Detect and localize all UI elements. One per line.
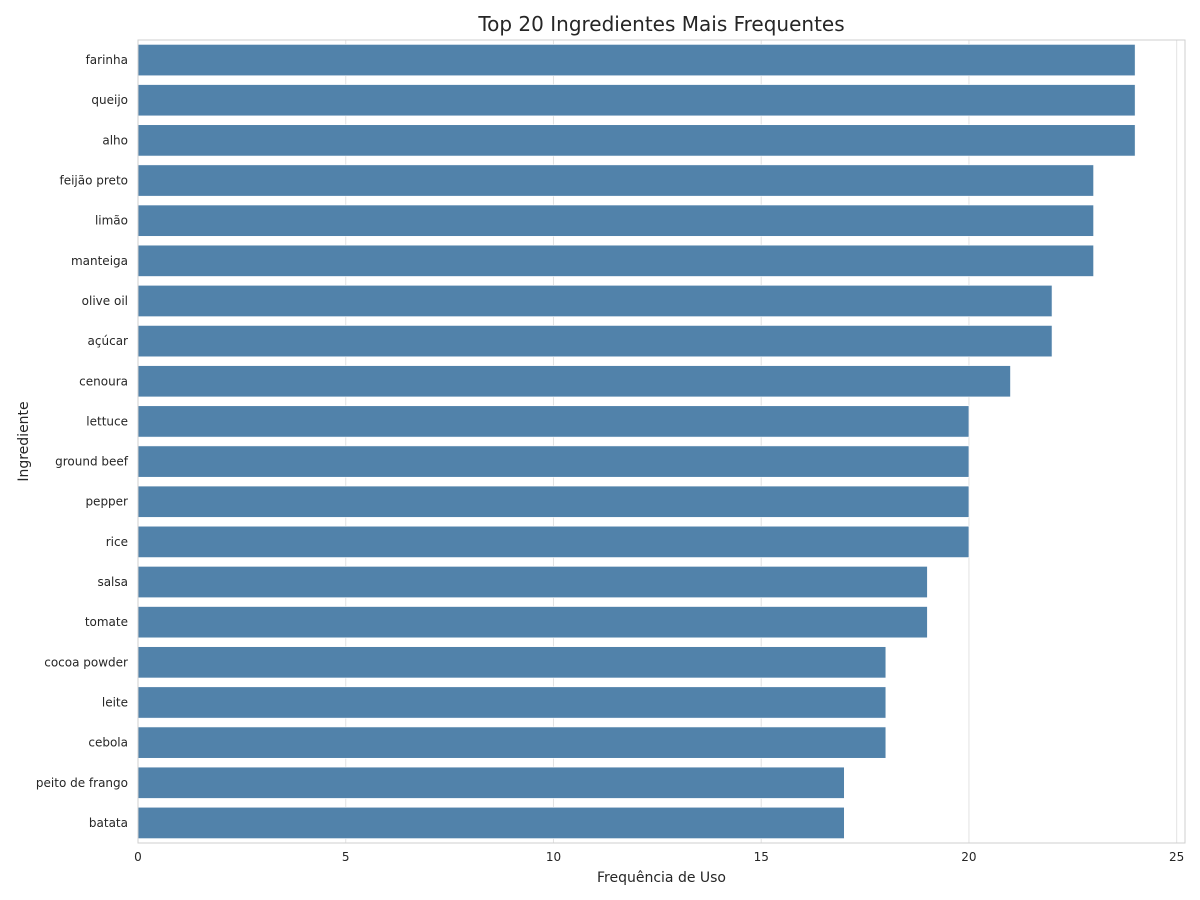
y-axis-categories: farinha queijo alho feijão preto limão mantei… <box>36 53 129 830</box>
bar <box>137 244 1094 277</box>
x-tick-label: 10 <box>546 850 561 864</box>
y-category-label: feijão preto <box>59 174 128 188</box>
bar <box>137 646 887 679</box>
x-axis-ticks: 0 5 10 15 20 25 <box>134 850 1184 864</box>
y-category-label: tomate <box>85 615 128 629</box>
x-tick-label: 5 <box>342 850 350 864</box>
y-category-label: alho <box>102 133 128 147</box>
bar <box>137 686 887 719</box>
y-category-label: batata <box>89 816 128 830</box>
bar <box>137 365 1011 398</box>
x-tick-label: 15 <box>754 850 769 864</box>
y-category-label: salsa <box>97 575 128 589</box>
y-category-label: lettuce <box>86 414 128 428</box>
y-category-label: limão <box>95 214 128 228</box>
bar <box>137 566 928 598</box>
bar <box>137 124 1136 157</box>
y-category-label: cenoura <box>79 374 128 388</box>
bar <box>137 445 970 478</box>
bars-layer <box>137 44 1136 839</box>
bar <box>137 164 1094 197</box>
bar <box>137 204 1094 237</box>
bar <box>137 525 970 558</box>
y-category-label: açúcar <box>88 334 129 348</box>
y-axis-label: Ingrediente <box>16 401 32 481</box>
y-category-label: cocoa powder <box>44 655 128 669</box>
y-category-label: pepper <box>85 495 128 509</box>
y-category-label: rice <box>106 535 128 549</box>
bar <box>137 726 887 759</box>
x-axis-label: Frequência de Uso <box>597 870 726 886</box>
bar <box>137 405 970 438</box>
bar <box>137 606 928 639</box>
x-tick-label: 0 <box>134 850 142 864</box>
x-tick-label: 20 <box>961 850 976 864</box>
y-category-label: olive oil <box>82 294 128 308</box>
y-category-label: farinha <box>86 53 128 67</box>
bar <box>137 806 845 839</box>
chart-title: Top 20 Ingredientes Mais Frequentes <box>477 12 844 36</box>
y-category-label: peito de frango <box>36 776 128 790</box>
y-category-label: cebola <box>88 736 128 750</box>
y-category-label: manteiga <box>71 254 128 268</box>
bar <box>137 84 1136 117</box>
bar <box>137 766 845 799</box>
plot-frame <box>137 39 1186 844</box>
bar <box>137 325 1053 358</box>
bar <box>137 285 1053 317</box>
grid-layer <box>137 40 1178 843</box>
bar <box>137 485 970 518</box>
y-category-label: ground beef <box>55 455 129 469</box>
y-category-label: leite <box>102 695 128 709</box>
x-tick-label: 25 <box>1169 850 1184 864</box>
y-category-label: queijo <box>91 93 128 107</box>
bar <box>137 44 1136 77</box>
